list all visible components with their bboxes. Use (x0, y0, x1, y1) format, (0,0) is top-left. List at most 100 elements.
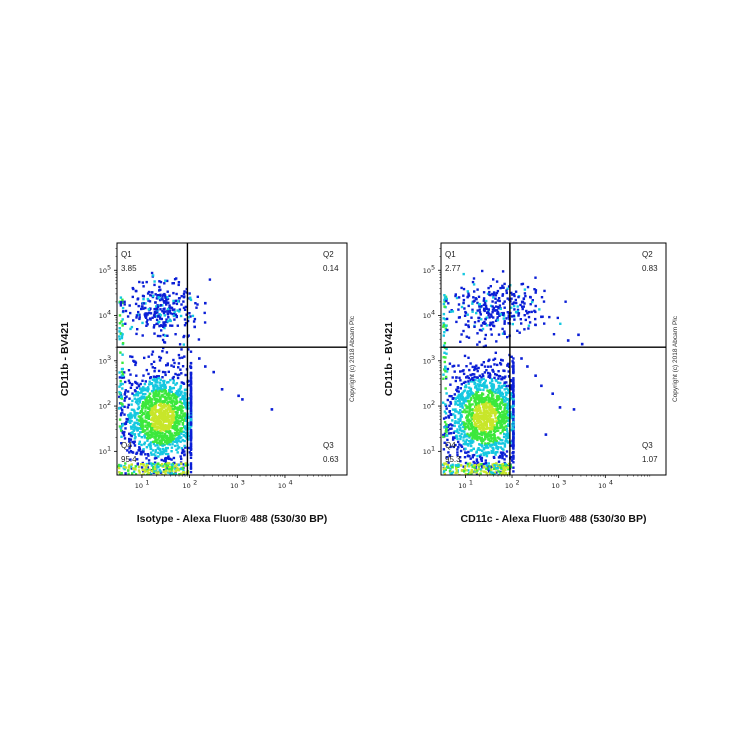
event-dot (534, 291, 537, 294)
event-dot (473, 325, 476, 328)
event-dot (154, 432, 158, 436)
event-dot (163, 321, 166, 324)
event-dot (134, 426, 137, 430)
event-dot (490, 385, 494, 388)
event-dot (458, 434, 461, 438)
event-dot (491, 321, 495, 324)
event-dot (512, 421, 515, 424)
event-dot (159, 439, 162, 443)
event-dot (465, 443, 469, 446)
event-dot (119, 392, 122, 395)
event-dot (158, 280, 161, 283)
event-dot (174, 333, 177, 336)
event-dot (189, 409, 193, 412)
event-dot (182, 306, 186, 310)
event-dot (512, 369, 515, 372)
event-dot (179, 427, 182, 430)
event-dot (154, 444, 157, 447)
event-dot (505, 317, 508, 320)
event-dot (473, 462, 476, 465)
event-dot (534, 304, 537, 308)
event-dot (167, 391, 170, 395)
event-dot (155, 456, 158, 460)
event-dot (485, 307, 489, 311)
event-dot (494, 436, 497, 440)
event-dot (488, 421, 492, 425)
event-dot (121, 404, 124, 408)
event-dot (147, 402, 150, 405)
event-dot (124, 389, 127, 392)
event-dot (451, 424, 454, 427)
event-dot (464, 472, 467, 475)
event-dot (482, 400, 485, 404)
event-dot (168, 310, 171, 313)
event-dot (445, 377, 448, 380)
event-dot (158, 387, 162, 390)
event-dot (460, 333, 463, 336)
event-dot (189, 315, 192, 318)
event-dot (153, 428, 156, 431)
event-dot (158, 381, 162, 384)
event-dot (483, 417, 487, 420)
event-dot (153, 393, 156, 396)
event-dot (471, 454, 475, 457)
event-dot (133, 412, 136, 415)
event-dot (493, 309, 496, 312)
event-dot (462, 287, 466, 291)
event-dot (466, 454, 470, 458)
event-dot (483, 424, 487, 427)
event-dot (156, 334, 160, 338)
event-dot (121, 361, 124, 364)
event-dot (163, 406, 166, 409)
event-dot (485, 472, 488, 475)
event-dot (475, 429, 479, 432)
event-dot (159, 324, 163, 327)
event-dot (468, 400, 471, 403)
event-dot (121, 318, 124, 321)
event-dot (154, 307, 157, 311)
event-dot (127, 415, 131, 419)
event-dot (484, 442, 487, 445)
event-dot (443, 410, 447, 413)
event-dot (150, 389, 154, 393)
event-dot (496, 299, 499, 302)
event-dot (527, 324, 531, 327)
event-dot (149, 423, 152, 426)
event-dot (147, 355, 150, 358)
event-dot (120, 472, 123, 475)
event-dot (179, 407, 182, 410)
event-dot (183, 388, 187, 391)
event-dot (189, 388, 193, 391)
event-dot (118, 407, 121, 410)
event-dot (172, 358, 175, 362)
event-dot (454, 420, 457, 423)
event-dot (477, 316, 480, 320)
event-dot (458, 376, 461, 379)
event-dot (184, 462, 187, 465)
event-dot (154, 449, 157, 452)
event-dot (159, 422, 163, 425)
event-dot (150, 400, 153, 403)
event-dot (161, 417, 165, 420)
event-dot (474, 433, 477, 437)
event-dot (489, 365, 492, 368)
event-dot (180, 372, 183, 375)
event-dot (147, 290, 151, 294)
event-dot (156, 441, 159, 445)
event-dot (162, 409, 165, 412)
event-dot (477, 447, 480, 450)
quadrant-q2-name: Q2 (642, 250, 653, 259)
quadrant-q1-value: 2.77 (445, 264, 461, 273)
event-dot (495, 462, 498, 465)
event-dot (192, 320, 196, 323)
event-dot (153, 398, 156, 401)
event-dot (488, 407, 491, 411)
event-dot (485, 424, 489, 427)
event-dot (117, 465, 120, 468)
event-dot (461, 396, 464, 399)
event-dot (155, 305, 158, 308)
event-dot (464, 411, 467, 414)
event-dot (468, 413, 471, 416)
event-dot (496, 426, 499, 429)
event-dot (459, 397, 463, 400)
